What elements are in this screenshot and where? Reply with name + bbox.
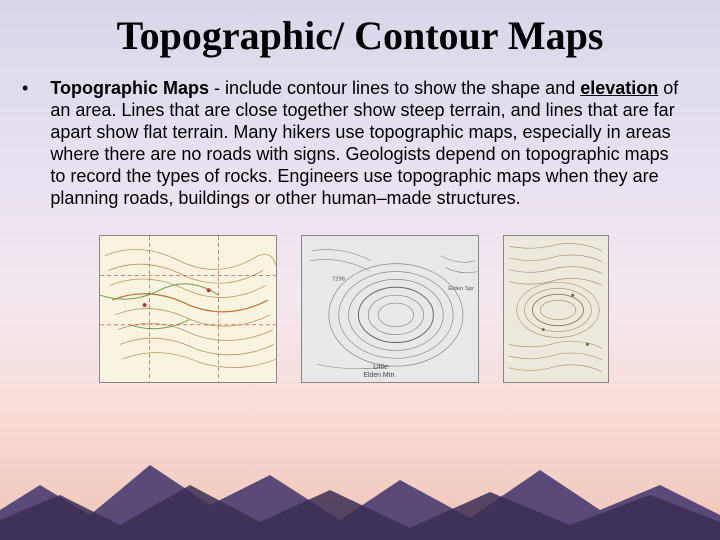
svg-text:7296: 7296 — [332, 276, 346, 282]
bullet-marker: • — [22, 77, 28, 99]
topo-map-colored — [99, 235, 277, 383]
svg-text:Little: Little — [373, 364, 388, 371]
svg-text:Elden Spr: Elden Spr — [448, 286, 474, 292]
slide-title: Topographic/ Contour Maps — [0, 0, 720, 59]
image-row: Little Elden Mtn Elden Spr 7296 — [20, 235, 688, 383]
body-paragraph: Topographic Maps - include contour lines… — [50, 77, 688, 209]
elevation-term: elevation — [580, 78, 658, 98]
topo-map-small — [503, 235, 609, 383]
bullet-item: • Topographic Maps - include contour lin… — [20, 77, 688, 209]
content-area: • Topographic Maps - include contour lin… — [0, 59, 720, 383]
mountain-silhouette — [0, 440, 720, 540]
text-segment-1: - include contour lines to show the shap… — [209, 78, 580, 98]
svg-text:Elden Mtn: Elden Mtn — [363, 372, 394, 379]
lead-term: Topographic Maps — [50, 78, 209, 98]
topo-map-grayscale: Little Elden Mtn Elden Spr 7296 — [301, 235, 479, 383]
